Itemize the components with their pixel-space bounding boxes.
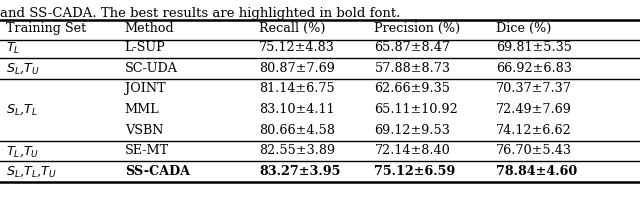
Text: 80.66±4.58: 80.66±4.58 <box>259 123 335 136</box>
Text: 83.10±4.11: 83.10±4.11 <box>259 103 335 116</box>
Text: Dice (%): Dice (%) <box>496 22 552 35</box>
Text: 70.37±7.37: 70.37±7.37 <box>496 82 572 95</box>
Text: 57.88±8.73: 57.88±8.73 <box>374 62 451 75</box>
Text: 69.81±5.35: 69.81±5.35 <box>496 41 572 54</box>
Text: 75.12±4.83: 75.12±4.83 <box>259 41 335 54</box>
Text: 72.49±7.69: 72.49±7.69 <box>496 103 572 116</box>
Text: Training Set: Training Set <box>6 22 86 35</box>
Text: SE-MT: SE-MT <box>125 144 169 157</box>
Text: 65.87±8.47: 65.87±8.47 <box>374 41 451 54</box>
Text: L-SUP: L-SUP <box>125 41 166 54</box>
Text: $S_L$,$T_L$,$T_U$: $S_L$,$T_L$,$T_U$ <box>6 165 57 179</box>
Text: 72.14±8.40: 72.14±8.40 <box>374 144 450 157</box>
Text: $T_L$: $T_L$ <box>6 41 20 56</box>
Text: 82.55±3.89: 82.55±3.89 <box>259 144 335 157</box>
Text: JOINT: JOINT <box>125 82 165 95</box>
Text: 80.87±7.69: 80.87±7.69 <box>259 62 335 75</box>
Text: 65.11±10.92: 65.11±10.92 <box>374 103 458 116</box>
Text: and SS-CADA. The best results are highlighted in bold font.: and SS-CADA. The best results are highli… <box>0 7 401 20</box>
Text: 83.27±3.95: 83.27±3.95 <box>259 165 340 178</box>
Text: SC-UDA: SC-UDA <box>125 62 178 75</box>
Text: VSBN: VSBN <box>125 123 163 136</box>
Text: Precision (%): Precision (%) <box>374 22 461 35</box>
Text: 78.84±4.60: 78.84±4.60 <box>496 165 577 178</box>
Text: Recall (%): Recall (%) <box>259 22 326 35</box>
Text: $S_L$,$T_U$: $S_L$,$T_U$ <box>6 62 40 76</box>
Text: 76.70±5.43: 76.70±5.43 <box>496 144 572 157</box>
Text: SS-CADA: SS-CADA <box>125 165 190 178</box>
Text: MML: MML <box>125 103 159 116</box>
Text: $S_L$,$T_L$: $S_L$,$T_L$ <box>6 103 38 117</box>
Text: 62.66±9.35: 62.66±9.35 <box>374 82 451 95</box>
Text: $T_L$,$T_U$: $T_L$,$T_U$ <box>6 144 40 159</box>
Text: 81.14±6.75: 81.14±6.75 <box>259 82 335 95</box>
Text: 75.12±6.59: 75.12±6.59 <box>374 165 456 178</box>
Text: Method: Method <box>125 22 175 35</box>
Text: 69.12±9.53: 69.12±9.53 <box>374 123 451 136</box>
Text: 74.12±6.62: 74.12±6.62 <box>496 123 572 136</box>
Text: 66.92±6.83: 66.92±6.83 <box>496 62 572 75</box>
